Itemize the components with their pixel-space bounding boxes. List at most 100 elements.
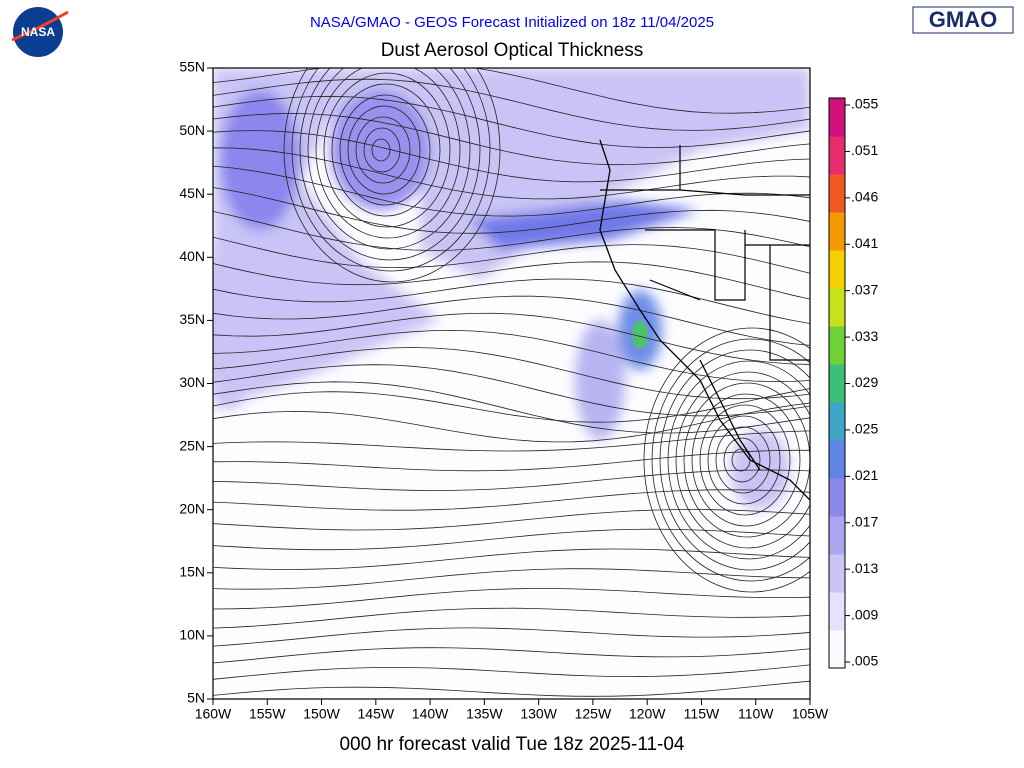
streamline xyxy=(213,312,810,365)
colorbar-swatch xyxy=(829,516,845,555)
streamline xyxy=(213,588,810,610)
streamline xyxy=(213,68,810,114)
streamline xyxy=(213,364,810,417)
streamline-vortex xyxy=(723,437,761,483)
streamline xyxy=(213,627,810,647)
lon-label: 130W xyxy=(520,706,557,722)
streamline-vortex xyxy=(683,382,810,538)
streamlines xyxy=(213,68,810,697)
colorbar-swatch xyxy=(829,136,845,175)
lat-label: 30N xyxy=(179,374,205,390)
nasa-logo: NASA xyxy=(11,7,69,57)
streamline xyxy=(213,187,810,234)
colorbar-label: .033 xyxy=(851,328,878,344)
streamline-vortex xyxy=(339,94,431,206)
lat-label: 15N xyxy=(179,564,205,580)
map-area xyxy=(213,68,810,699)
colorbar-label: .029 xyxy=(851,374,878,390)
colorbar-label: .041 xyxy=(851,235,878,251)
dust-field xyxy=(213,68,810,510)
streamline-vortex xyxy=(707,415,781,505)
streamline xyxy=(213,489,810,511)
streamline-vortex xyxy=(323,72,451,228)
streamline-vortex xyxy=(315,68,461,239)
colorbar-swatch xyxy=(829,478,845,517)
lon-label: 160W xyxy=(195,706,232,722)
lat-label: 25N xyxy=(179,437,205,453)
colorbar-label: .025 xyxy=(851,421,878,437)
colorbar-swatch xyxy=(829,402,845,441)
lon-label: 145W xyxy=(358,706,395,722)
colorbar-label: .055 xyxy=(851,96,878,112)
streamline-vortex xyxy=(659,349,810,571)
streamline xyxy=(213,680,810,697)
streamline xyxy=(213,147,810,200)
streamline-vortex xyxy=(291,68,491,272)
colorbar-swatch xyxy=(829,592,845,631)
streamline xyxy=(213,430,810,452)
lon-label: 115W xyxy=(684,706,720,722)
streamline-vortex xyxy=(699,404,791,516)
dust-hotspot xyxy=(632,321,648,349)
streamline-vortex xyxy=(347,105,421,195)
lon-label: 140W xyxy=(412,706,449,722)
lon-label: 125W xyxy=(575,706,612,722)
streamline xyxy=(213,568,810,590)
lon-label: 120W xyxy=(629,706,666,722)
streamline-vortex xyxy=(307,68,471,250)
streamline-vortex xyxy=(643,327,810,593)
lat-label: 5N xyxy=(187,690,205,706)
colorbar-swatch xyxy=(829,326,845,365)
streamline xyxy=(213,528,810,551)
streamline-vortex xyxy=(283,68,501,283)
colorbar-label: .013 xyxy=(851,560,878,576)
streamline xyxy=(213,261,810,300)
streamline xyxy=(213,548,810,570)
lat-label: 35N xyxy=(179,311,205,327)
streamline-vortex xyxy=(331,83,441,217)
streamline-vortex xyxy=(667,360,810,560)
lat-label: 10N xyxy=(179,627,205,643)
colorbar-swatch xyxy=(829,288,845,327)
colorbar-label: .021 xyxy=(851,467,878,483)
streamline xyxy=(213,607,810,629)
lon-label: 135W xyxy=(466,706,503,722)
lon-label: 105W xyxy=(792,706,829,722)
forecast-title: NASA/GMAO - GEOS Forecast Initialized on… xyxy=(310,14,714,31)
streamline xyxy=(213,664,810,680)
coastline xyxy=(599,139,810,501)
lat-label: 50N xyxy=(179,122,205,138)
streamline xyxy=(213,278,810,324)
gmao-logo: GMAO xyxy=(912,6,1014,34)
colorbar-label: .046 xyxy=(851,189,878,205)
lon-label: 110W xyxy=(738,706,774,722)
colorbar-label: .017 xyxy=(851,513,878,529)
streamline xyxy=(213,381,810,434)
streamline-vortex xyxy=(651,338,810,582)
colorbar-label: .005 xyxy=(851,653,878,669)
colorbar-swatch xyxy=(829,174,845,213)
lon-label: 155W xyxy=(249,706,286,722)
streamline-vortex xyxy=(675,371,810,549)
colorbar-swatch xyxy=(829,440,845,479)
streamline xyxy=(213,449,810,472)
streamline xyxy=(213,210,810,251)
streamline-vortex xyxy=(363,127,401,173)
streamline-vortex xyxy=(299,68,481,261)
map-title: Dust Aerosol Optical Thickness xyxy=(381,40,644,61)
streamline xyxy=(213,295,810,346)
streamline xyxy=(213,329,810,383)
streamline-vortex xyxy=(715,426,771,494)
streamline xyxy=(213,78,810,131)
streamline-vortex xyxy=(355,116,411,184)
streamline xyxy=(213,469,810,491)
colorbar-swatch xyxy=(829,212,845,251)
streamline xyxy=(213,402,810,443)
nasa-logo-text: NASA xyxy=(21,25,55,39)
colorbar-label: .051 xyxy=(851,142,878,158)
colorbar-swatch xyxy=(829,98,845,137)
streamline xyxy=(213,509,810,531)
streamline xyxy=(213,95,810,149)
colorbar-swatch xyxy=(829,554,845,593)
